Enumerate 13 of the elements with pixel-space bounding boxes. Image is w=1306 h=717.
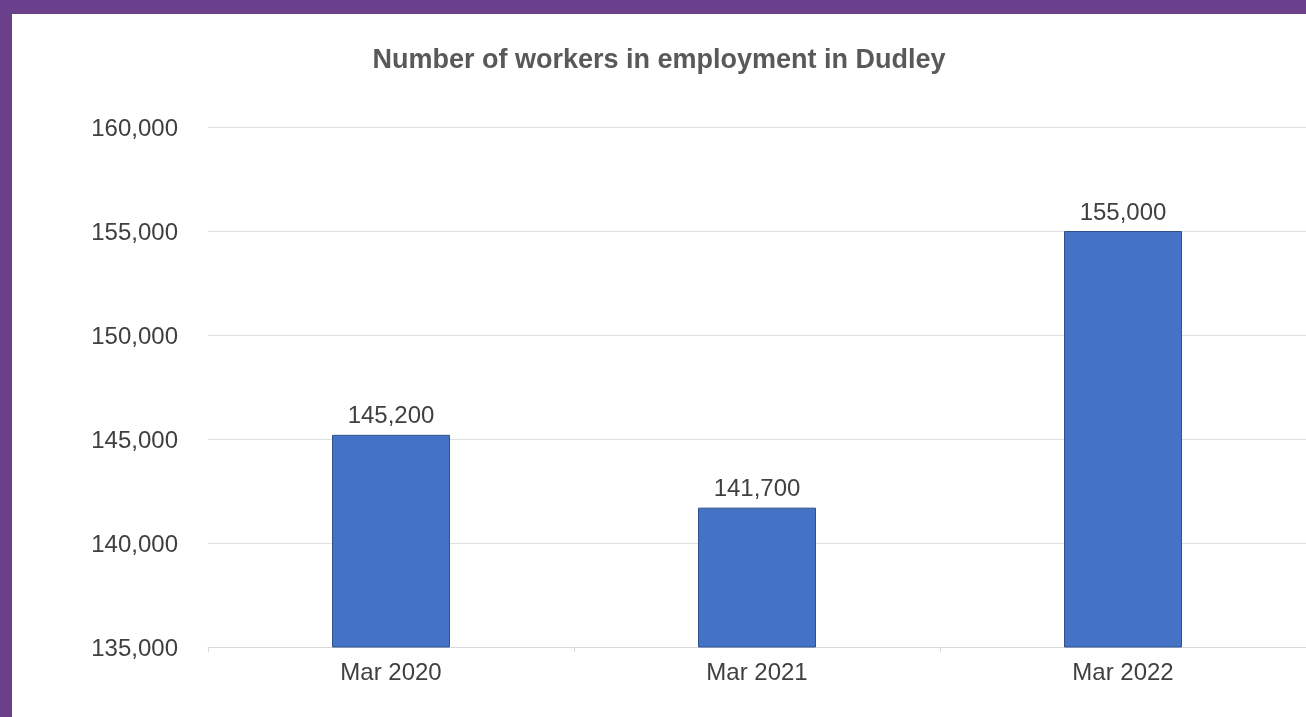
x-tick-label: Mar 2022 xyxy=(1072,657,1174,685)
y-tick-label: 150,000 xyxy=(91,321,178,349)
data-label: 155,000 xyxy=(1079,197,1167,225)
chart-title: Number of workers in employment in Dudley xyxy=(372,43,946,74)
y-tick-label: 135,000 xyxy=(91,633,178,661)
y-tick-label: 140,000 xyxy=(91,529,178,557)
data-label: 141,700 xyxy=(713,474,801,502)
y-tick-label: 160,000 xyxy=(91,113,178,141)
x-tick-label: Mar 2020 xyxy=(340,657,442,685)
data-label: 145,200 xyxy=(347,401,435,429)
y-tick-label: 155,000 xyxy=(91,217,178,245)
y-tick-label: 145,000 xyxy=(91,425,178,453)
x-tick-label: Mar 2021 xyxy=(706,657,808,685)
